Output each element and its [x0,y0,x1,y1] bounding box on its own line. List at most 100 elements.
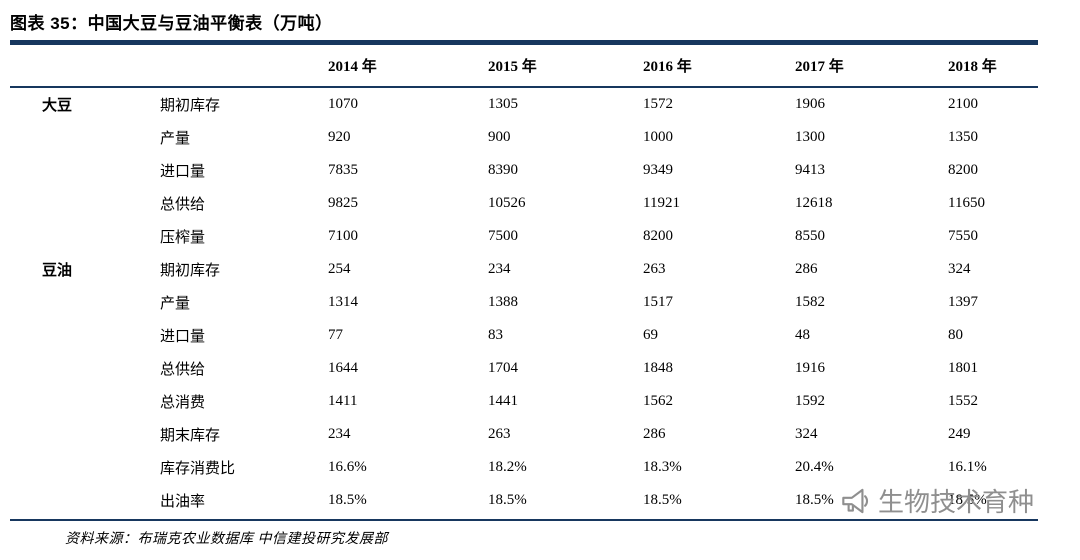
row-label: 压榨量 [160,230,206,246]
cell-value: 286 [795,261,818,277]
row-label: 总消费 [160,395,206,411]
cell-value: 920 [328,129,351,145]
cell-value: 1562 [643,393,673,409]
table-row: 进口量 7835 8390 9349 9413 8200 [10,154,1038,187]
cell-value: 1916 [795,360,825,376]
cell-value: 7835 [328,162,358,178]
cell-value: 263 [488,426,511,442]
cell-value: 1801 [948,360,978,376]
year-column-header: 2018 年 [948,59,997,75]
row-label: 期初库存 [160,98,221,114]
cell-value: 249 [948,426,971,442]
cell-value: 9825 [328,195,358,211]
row-label: 产量 [160,131,191,147]
table-row: 总供给 1644 1704 1848 1916 1801 [10,352,1038,385]
cell-value: 1704 [488,360,518,376]
cell-value: 1300 [795,129,825,145]
cell-value: 1350 [948,129,978,145]
group-label: 大豆 [42,98,73,114]
row-label: 期末库存 [160,428,221,444]
cell-value: 1572 [643,96,673,112]
group-label: 豆油 [42,263,73,279]
source-note: 资料来源：布瑞克农业数据库 中信建投研究发展部 [65,532,388,547]
cell-value: 1582 [795,294,825,310]
cell-value: 1592 [795,393,825,409]
cell-value: 1517 [643,294,673,310]
table-row: 豆油 期初库存 254 234 263 286 324 [10,253,1038,286]
cell-value: 286 [643,426,666,442]
cell-value: 77 [328,327,343,343]
cell-value: 18.5% [643,492,682,508]
table-row: 进口量 77 83 69 48 80 [10,319,1038,352]
table-row: 产量 920 900 1000 1300 1350 [10,121,1038,154]
figure-title: 图表 35：中国大豆与豆油平衡表（万吨） [10,14,333,33]
cell-value: 7550 [948,228,978,244]
balance-table: 2014 年 2015 年 2016 年 2017 年 2018 年 大豆 期初库存 107… [10,45,1038,517]
table-row: 总供给 9825 10526 11921 12618 11650 [10,187,1038,220]
table-row: 库存消费比 16.6% 18.2% 18.3% 20.4% 16.1% [10,451,1038,484]
cell-value: 900 [488,129,511,145]
row-label: 总供给 [160,197,206,213]
row-label: 出油率 [160,494,206,510]
cell-value: 1411 [328,393,358,409]
cell-value: 1314 [328,294,358,310]
cell-value: 18.2% [488,459,527,475]
row-label: 产量 [160,296,191,312]
cell-value: 1388 [488,294,518,310]
cell-value: 1552 [948,393,978,409]
cell-value: 18.5% [948,492,987,508]
cell-value: 69 [643,327,658,343]
cell-value: 2100 [948,96,978,112]
year-column-header: 2014 年 [328,59,377,75]
cell-value: 18.5% [488,492,527,508]
cell-value: 18.5% [795,492,834,508]
cell-value: 254 [328,261,351,277]
cell-value: 9413 [795,162,825,178]
cell-value: 263 [643,261,666,277]
top-rule [10,40,1038,45]
cell-value: 11650 [948,195,985,211]
row-label: 库存消费比 [160,461,236,477]
cell-value: 48 [795,327,810,343]
cell-value: 18.5% [328,492,367,508]
cell-value: 1644 [328,360,358,376]
cell-value: 9349 [643,162,673,178]
row-label: 期初库存 [160,263,221,279]
cell-value: 18.3% [643,459,682,475]
cell-value: 8200 [948,162,978,178]
table-row: 压榨量 7100 7500 8200 8550 7550 [10,220,1038,253]
cell-value: 1441 [488,393,518,409]
table-body: 大豆 期初库存 1070 1305 1572 1906 2100 产量 920 900 1000 13… [10,88,1038,517]
cell-value: 324 [948,261,971,277]
cell-value: 1906 [795,96,825,112]
cell-value: 16.6% [328,459,367,475]
table-header-row: 2014 年 2015 年 2016 年 2017 年 2018 年 [10,45,1038,88]
cell-value: 11921 [643,195,680,211]
row-label: 总供给 [160,362,206,378]
cell-value: 20.4% [795,459,834,475]
row-label: 进口量 [160,329,206,345]
cell-value: 83 [488,327,503,343]
cell-value: 10526 [488,195,526,211]
cell-value: 324 [795,426,818,442]
cell-value: 12618 [795,195,833,211]
cell-value: 8390 [488,162,518,178]
table-row: 出油率 18.5% 18.5% 18.5% 18.5% 18.5% [10,484,1038,517]
table-row: 总消费 1411 1441 1562 1592 1552 [10,385,1038,418]
year-column-header: 2016 年 [643,59,692,75]
cell-value: 7500 [488,228,518,244]
cell-value: 16.1% [948,459,987,475]
cell-value: 234 [328,426,351,442]
cell-value: 8550 [795,228,825,244]
cell-value: 1070 [328,96,358,112]
cell-value: 7100 [328,228,358,244]
row-label: 进口量 [160,164,206,180]
bottom-rule [10,519,1038,521]
cell-value: 1397 [948,294,978,310]
cell-value: 1848 [643,360,673,376]
cell-value: 1305 [488,96,518,112]
cell-value: 80 [948,327,963,343]
cell-value: 234 [488,261,511,277]
year-column-header: 2015 年 [488,59,537,75]
table-row: 大豆 期初库存 1070 1305 1572 1906 2100 [10,88,1038,121]
